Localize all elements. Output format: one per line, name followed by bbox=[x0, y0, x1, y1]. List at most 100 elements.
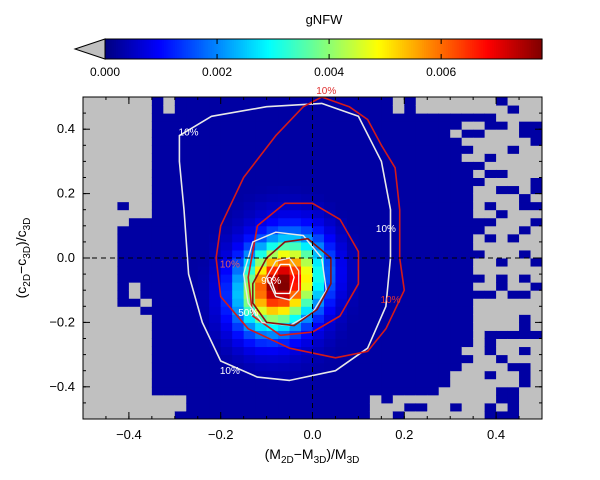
colorbar-segment bbox=[218, 39, 222, 59]
heatmap-cell bbox=[312, 386, 325, 396]
heatmap-cell bbox=[530, 346, 542, 356]
heatmap-cell bbox=[243, 394, 256, 404]
heatmap-cell bbox=[461, 161, 474, 170]
heatmap-cell bbox=[94, 185, 107, 195]
heatmap-cell bbox=[243, 97, 256, 106]
colorbar-segment bbox=[155, 39, 159, 59]
heatmap-cell bbox=[151, 129, 164, 138]
heatmap-cell bbox=[209, 137, 222, 146]
heatmap-cell bbox=[243, 306, 256, 315]
heatmap-cell bbox=[484, 249, 497, 259]
heatmap-cell bbox=[232, 97, 245, 106]
heatmap-cell bbox=[186, 298, 199, 307]
heatmap-cell bbox=[186, 362, 199, 372]
heatmap-cell bbox=[255, 161, 268, 170]
heatmap-cell bbox=[220, 354, 233, 364]
heatmap-cell bbox=[151, 233, 164, 243]
colorbar-segment bbox=[443, 39, 447, 59]
heatmap-cell bbox=[461, 410, 474, 419]
heatmap-cell bbox=[496, 354, 509, 364]
heatmap-cell bbox=[335, 410, 348, 419]
contour-labels: 10%10%10%10%10%10%50%90% bbox=[179, 86, 401, 377]
heatmap-cell bbox=[83, 225, 95, 235]
heatmap-cell bbox=[312, 306, 325, 315]
heatmap-cell bbox=[105, 121, 118, 130]
colorbar-segment bbox=[196, 39, 200, 59]
heatmap-cell bbox=[323, 402, 336, 412]
heatmap-cell bbox=[174, 129, 187, 138]
heatmap-cell bbox=[461, 290, 474, 299]
heatmap-cell bbox=[346, 386, 359, 396]
heatmap-cell bbox=[266, 201, 279, 211]
heatmap-cell bbox=[278, 362, 291, 372]
heatmap-cell bbox=[312, 362, 325, 372]
heatmap-cell bbox=[438, 290, 451, 299]
heatmap-cell bbox=[530, 169, 542, 178]
heatmap-cell bbox=[105, 249, 118, 259]
heatmap-cell bbox=[427, 209, 440, 219]
heatmap-cell bbox=[404, 378, 417, 388]
heatmap-cell bbox=[415, 169, 428, 178]
heatmap-cell bbox=[289, 105, 302, 114]
heatmap-cell bbox=[197, 258, 210, 267]
heatmap-cell bbox=[220, 177, 233, 187]
colorbar-segment bbox=[292, 39, 296, 59]
heatmap-cell bbox=[450, 322, 463, 331]
heatmap-cell bbox=[117, 169, 130, 178]
heatmap-cell bbox=[151, 322, 164, 331]
heatmap-cell bbox=[266, 330, 279, 339]
heatmap-cell bbox=[346, 113, 359, 122]
heatmap-cell bbox=[105, 338, 118, 348]
heatmap-cell bbox=[438, 233, 451, 243]
colorbar-segment bbox=[314, 39, 318, 59]
heatmap-cell bbox=[381, 113, 394, 122]
heatmap-cell bbox=[255, 402, 268, 412]
heatmap-cell bbox=[519, 258, 532, 267]
heatmap-cell bbox=[105, 410, 118, 419]
heatmap-cell bbox=[174, 338, 187, 348]
heatmap-cell bbox=[289, 314, 302, 323]
heatmap-cell bbox=[346, 241, 359, 251]
heatmap-cell bbox=[301, 290, 313, 299]
heatmap-cell bbox=[197, 370, 210, 380]
heatmap-cell bbox=[151, 145, 164, 154]
heatmap-cell bbox=[415, 282, 428, 291]
heatmap-cell bbox=[427, 298, 440, 307]
heatmap-cell bbox=[530, 161, 542, 170]
heatmap-cell bbox=[461, 322, 474, 331]
colorbar-segment bbox=[113, 39, 117, 59]
heatmap-cell bbox=[484, 330, 497, 339]
heatmap-cell bbox=[392, 314, 405, 323]
heatmap-cell bbox=[323, 137, 336, 146]
colorbar-segment bbox=[371, 39, 375, 59]
heatmap-cell bbox=[220, 225, 233, 235]
colorbar-segment bbox=[233, 39, 237, 59]
colorbar-segment bbox=[172, 39, 176, 59]
heatmap-cell bbox=[507, 105, 520, 114]
colorbar-segment bbox=[312, 39, 316, 59]
heatmap-cell bbox=[232, 137, 245, 146]
colorbar-segment bbox=[358, 39, 362, 59]
heatmap-cell bbox=[163, 241, 176, 251]
heatmap-cell bbox=[404, 306, 417, 315]
heatmap-cell bbox=[450, 370, 463, 380]
heatmap-cell bbox=[243, 258, 256, 267]
heatmap-cell bbox=[530, 249, 542, 259]
heatmap-cell bbox=[243, 217, 256, 227]
heatmap-cell bbox=[450, 386, 463, 396]
heatmap-cell bbox=[358, 145, 371, 154]
heatmap-cell bbox=[473, 201, 486, 211]
heatmap-cell bbox=[507, 354, 520, 364]
heatmap-cell bbox=[507, 290, 520, 299]
heatmap-cell bbox=[289, 193, 302, 203]
heatmap-cell bbox=[369, 346, 382, 356]
heatmap-cell bbox=[519, 161, 532, 170]
heatmap-cell bbox=[358, 225, 371, 235]
heatmap-cell bbox=[392, 354, 405, 364]
heatmap-cell bbox=[381, 201, 394, 211]
heatmap-cell bbox=[519, 193, 532, 203]
heatmap-cell bbox=[220, 185, 233, 195]
colorbar-segment bbox=[402, 39, 405, 59]
heatmap-cell bbox=[243, 274, 256, 283]
heatmap-cell bbox=[220, 129, 233, 138]
